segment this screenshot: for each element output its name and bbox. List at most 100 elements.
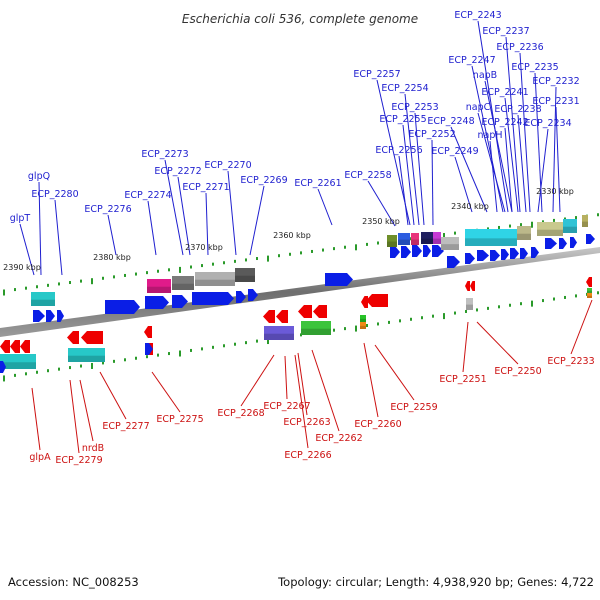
gene-block-silver[interactable] xyxy=(466,298,473,310)
forward-gene-arrow[interactable] xyxy=(105,300,140,314)
reverse-gene-label[interactable]: ECP_2275 xyxy=(156,414,203,425)
reverse-gene-arrow[interactable] xyxy=(144,326,152,338)
gene-block-cyan[interactable] xyxy=(68,348,83,362)
forward-gene-label[interactable]: ECP_2273 xyxy=(141,149,188,160)
gene-block-cyan[interactable] xyxy=(563,219,577,233)
reverse-gene-label[interactable]: ECP_2268 xyxy=(217,408,264,419)
forward-gene-label[interactable]: ECP_2257 xyxy=(353,69,400,80)
forward-gene-label[interactable]: ECP_2238 xyxy=(494,104,541,115)
gene-block-orange[interactable] xyxy=(587,293,592,298)
gene-block-violet[interactable] xyxy=(264,326,294,340)
gene-block-orange[interactable] xyxy=(360,322,366,329)
reverse-gene-arrow[interactable] xyxy=(298,305,312,318)
forward-gene-arrow[interactable] xyxy=(490,250,500,261)
forward-gene-label[interactable]: ECP_2237 xyxy=(482,26,529,37)
reverse-gene-label[interactable]: ECP_2262 xyxy=(315,433,362,444)
forward-gene-label[interactable]: ECP_2272 xyxy=(154,166,201,177)
forward-gene-label[interactable]: glpT xyxy=(10,213,31,224)
forward-gene-arrow[interactable] xyxy=(145,296,169,309)
reverse-gene-arrow[interactable] xyxy=(0,340,10,353)
reverse-gene-label[interactable]: ECP_2263 xyxy=(283,417,330,428)
forward-gene-label[interactable]: ECP_2274 xyxy=(124,190,171,201)
forward-gene-label[interactable]: ECP_2241 xyxy=(481,87,528,98)
reverse-gene-arrow[interactable] xyxy=(361,296,368,308)
gene-block-cyan[interactable] xyxy=(0,354,36,369)
reverse-gene-label[interactable]: ECP_2277 xyxy=(102,421,149,432)
reverse-gene-label[interactable]: ECP_2266 xyxy=(284,450,331,461)
reverse-gene-arrow[interactable] xyxy=(366,294,388,307)
reverse-gene-arrow[interactable] xyxy=(20,340,30,353)
forward-gene-arrow[interactable] xyxy=(545,238,557,249)
reverse-gene-label[interactable]: ECP_2250 xyxy=(494,366,541,377)
forward-gene-label[interactable]: ECP_2247 xyxy=(448,55,495,66)
gene-block-cyan[interactable] xyxy=(465,229,517,246)
reverse-gene-label[interactable]: ECP_2251 xyxy=(439,374,486,385)
reverse-gene-arrow[interactable] xyxy=(263,310,275,323)
forward-gene-arrow[interactable] xyxy=(192,292,234,305)
forward-gene-label[interactable]: napH xyxy=(477,130,502,141)
gene-block-navy[interactable] xyxy=(421,232,433,244)
forward-gene-arrow[interactable] xyxy=(390,246,400,258)
forward-gene-label[interactable]: ECP_2270 xyxy=(204,160,251,171)
forward-gene-arrow[interactable] xyxy=(0,361,6,373)
forward-gene-label[interactable]: napC xyxy=(466,102,491,113)
forward-gene-arrow[interactable] xyxy=(325,273,353,286)
forward-gene-arrow[interactable] xyxy=(412,245,422,257)
gene-block-purple[interactable] xyxy=(433,232,441,244)
forward-gene-label[interactable]: ECP_2231 xyxy=(532,96,579,107)
reverse-gene-arrow[interactable] xyxy=(470,281,475,291)
gene-block-green[interactable] xyxy=(587,288,592,293)
forward-gene-label[interactable]: ECP_2236 xyxy=(496,42,543,53)
reverse-gene-arrow[interactable] xyxy=(465,281,470,291)
forward-gene-label[interactable]: ECP_2242 xyxy=(481,117,528,128)
gene-block-silver[interactable] xyxy=(441,237,459,250)
forward-gene-label[interactable]: ECP_2258 xyxy=(344,170,391,181)
forward-gene-label[interactable]: ECP_2248 xyxy=(427,116,474,127)
reverse-gene-label[interactable]: ECP_2260 xyxy=(354,419,401,430)
forward-gene-arrow[interactable] xyxy=(423,245,431,257)
forward-gene-arrow[interactable] xyxy=(477,250,489,261)
forward-gene-arrow[interactable] xyxy=(401,246,411,258)
forward-gene-arrow[interactable] xyxy=(570,237,577,248)
reverse-gene-label[interactable]: nrdB xyxy=(82,443,104,454)
forward-gene-arrow[interactable] xyxy=(145,343,153,355)
forward-gene-label[interactable]: ECP_2232 xyxy=(532,76,579,87)
forward-gene-arrow[interactable] xyxy=(33,310,45,322)
forward-gene-label[interactable]: ECP_2234 xyxy=(524,118,571,129)
gene-block-darkgrey[interactable] xyxy=(235,268,255,282)
forward-gene-label[interactable]: ECP_2269 xyxy=(240,175,287,186)
forward-gene-arrow[interactable] xyxy=(465,253,475,264)
forward-gene-arrow[interactable] xyxy=(520,248,528,259)
reverse-gene-arrow[interactable] xyxy=(313,305,327,318)
reverse-gene-label[interactable]: ECP_2259 xyxy=(390,402,437,413)
gene-block-khaki[interactable] xyxy=(582,215,588,227)
forward-gene-label[interactable]: ECP_2254 xyxy=(381,83,428,94)
forward-gene-label[interactable]: ECP_2256 xyxy=(375,145,422,156)
reverse-gene-arrow[interactable] xyxy=(81,331,103,344)
forward-gene-label[interactable]: ECP_2253 xyxy=(391,102,438,113)
gene-block-khaki[interactable] xyxy=(537,222,563,236)
gene-block-magenta[interactable] xyxy=(147,279,171,293)
gene-block-green[interactable] xyxy=(301,321,331,335)
forward-gene-arrow[interactable] xyxy=(531,247,539,258)
gene-block-cyan[interactable] xyxy=(31,292,55,306)
gene-block-lightgrey[interactable] xyxy=(195,272,235,286)
forward-gene-arrow[interactable] xyxy=(248,289,258,301)
reverse-gene-arrow[interactable] xyxy=(586,277,592,287)
forward-gene-arrow[interactable] xyxy=(46,310,55,322)
reverse-gene-label[interactable]: ECP_2233 xyxy=(547,356,594,367)
reverse-gene-arrow[interactable] xyxy=(276,310,288,323)
forward-gene-label[interactable]: ECP_2271 xyxy=(182,182,229,193)
reverse-gene-label[interactable]: glpA xyxy=(29,452,51,463)
forward-gene-label[interactable]: napB xyxy=(473,70,497,81)
forward-gene-label[interactable]: ECP_2252 xyxy=(408,129,455,140)
reverse-gene-arrow[interactable] xyxy=(10,340,20,353)
forward-gene-arrow[interactable] xyxy=(236,291,246,303)
gene-block-pink[interactable] xyxy=(411,233,419,245)
reverse-gene-label[interactable]: ECP_2267 xyxy=(263,401,310,412)
gene-block-green[interactable] xyxy=(360,315,366,322)
gene-block-grey[interactable] xyxy=(172,276,194,290)
reverse-gene-arrow[interactable] xyxy=(67,331,79,344)
forward-gene-arrow[interactable] xyxy=(172,295,188,308)
forward-gene-label[interactable]: glpQ xyxy=(28,171,50,182)
